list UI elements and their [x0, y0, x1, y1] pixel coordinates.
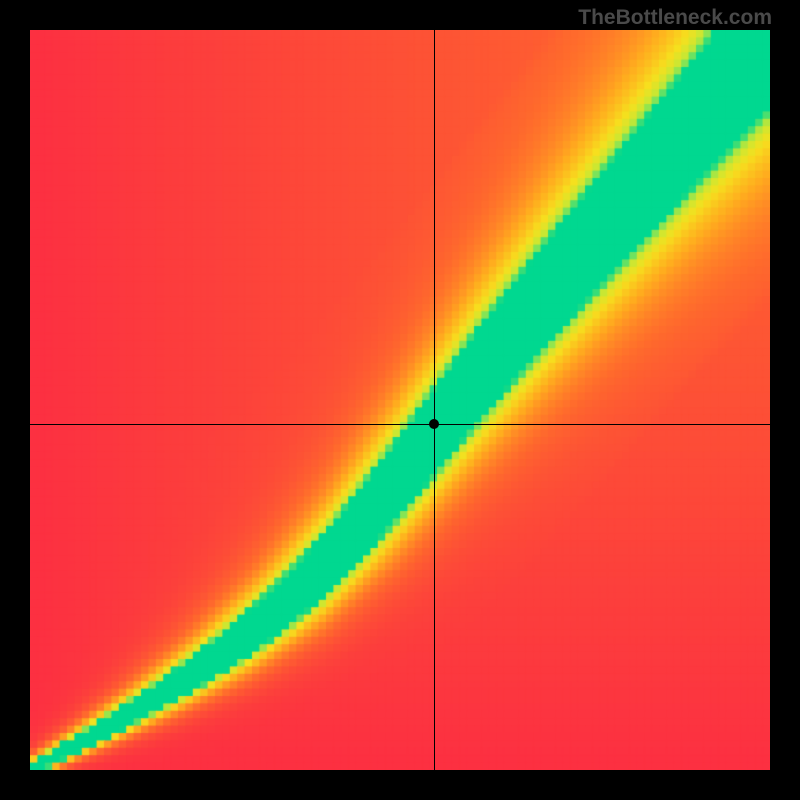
crosshair-point[interactable]: [429, 419, 439, 429]
heatmap-plot: [30, 30, 770, 770]
watermark: TheBottleneck.com: [578, 6, 772, 30]
crosshair-vertical: [434, 30, 435, 770]
crosshair-horizontal: [30, 424, 770, 425]
heatmap-canvas: [30, 30, 770, 770]
